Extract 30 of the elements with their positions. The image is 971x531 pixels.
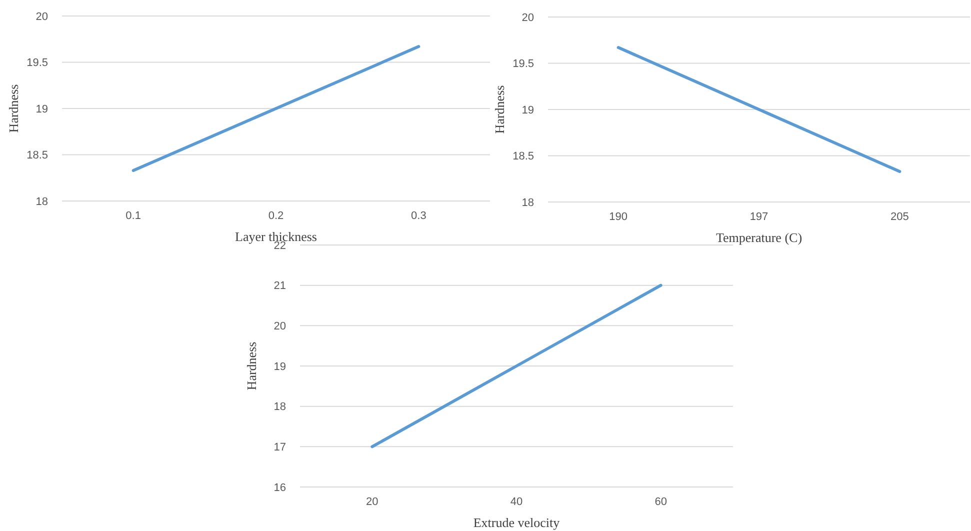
x-tick-label: 20 bbox=[366, 496, 378, 508]
x-tick-label: 0.3 bbox=[411, 210, 426, 222]
y-tick-label: 19 bbox=[36, 103, 48, 116]
y-tick-label: 19.5 bbox=[512, 58, 534, 70]
x-tick-label: 60 bbox=[654, 496, 667, 508]
y-tick-label: 17 bbox=[274, 442, 286, 454]
x-tick-label: 0.1 bbox=[126, 210, 141, 222]
x-tick-label: 205 bbox=[890, 211, 909, 223]
y-axis-title: Hardness bbox=[244, 342, 259, 390]
y-axis-title: Hardness bbox=[492, 85, 507, 134]
x-tick-label: 40 bbox=[510, 496, 523, 508]
x-tick-label: 190 bbox=[609, 211, 628, 223]
x-axis-title: Temperature (C) bbox=[716, 230, 802, 245]
y-tick-label: 21 bbox=[274, 280, 286, 292]
y-tick-label: 18 bbox=[274, 401, 286, 414]
y-tick-label: 16 bbox=[274, 482, 286, 494]
x-tick-label: 0.2 bbox=[268, 210, 284, 222]
y-tick-label: 18 bbox=[36, 196, 48, 208]
y-tick-label: 18.5 bbox=[512, 150, 534, 163]
y-tick-label: 19 bbox=[274, 360, 286, 373]
y-tick-label: 19 bbox=[522, 104, 534, 116]
x-tick-label: 197 bbox=[750, 211, 768, 223]
y-tick-label: 18 bbox=[522, 196, 534, 209]
y-axis-title: Hardness bbox=[6, 84, 21, 133]
y-tick-label: 20 bbox=[36, 10, 48, 23]
y-tick-label: 20 bbox=[274, 320, 286, 333]
y-tick-label: 18.5 bbox=[26, 150, 48, 162]
y-tick-label: 20 bbox=[522, 12, 534, 24]
y-tick-label: 19.5 bbox=[26, 57, 48, 70]
x-axis-title: Extrude velocity bbox=[473, 515, 560, 530]
